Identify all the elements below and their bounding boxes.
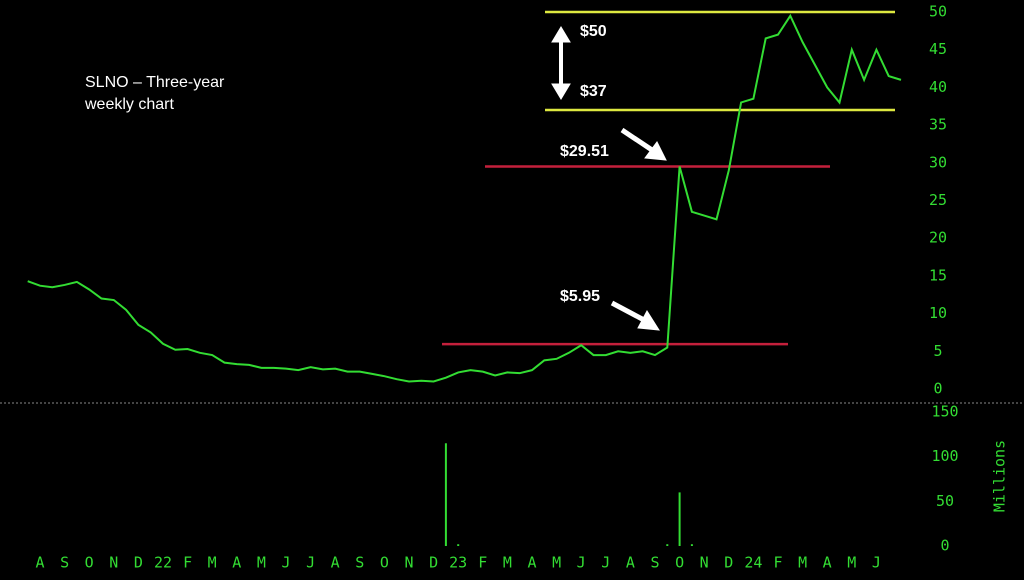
x-tick-label: N — [109, 554, 118, 572]
x-tick-label: A — [527, 554, 536, 572]
x-tick-label: A — [626, 554, 635, 572]
x-tick-label: S — [650, 554, 659, 572]
x-tick-label: M — [503, 554, 512, 572]
y-tick-label: 30 — [929, 153, 947, 171]
level-label: $5.95 — [560, 288, 600, 305]
x-tick-label: J — [306, 554, 315, 572]
y2-tick-label: 50 — [936, 492, 954, 510]
x-tick-label: J — [577, 554, 586, 572]
x-tick-label: O — [380, 554, 389, 572]
y2-axis-label: Millions — [991, 440, 1009, 512]
arrow-head — [644, 141, 667, 161]
x-tick-label: J — [601, 554, 610, 572]
x-tick-label: O — [85, 554, 94, 572]
x-tick-label: 22 — [154, 554, 172, 572]
pointer-arrow — [610, 300, 646, 323]
x-tick-label: F — [478, 554, 487, 572]
x-tick-label: 24 — [744, 554, 762, 572]
x-tick-label: M — [552, 554, 561, 572]
x-tick-label: J — [872, 554, 881, 572]
y-tick-label: 35 — [929, 116, 947, 134]
chart-title: SLNO – Three-year weekly chart — [85, 74, 225, 113]
volume-bar — [678, 492, 681, 546]
x-tick-label: O — [675, 554, 684, 572]
volume-bar — [444, 443, 447, 546]
x-tick-label: 23 — [449, 554, 467, 572]
x-tick-label: D — [724, 554, 733, 572]
volume-bar — [690, 544, 693, 546]
x-tick-label: A — [331, 554, 340, 572]
y2-tick-label: 100 — [931, 447, 958, 465]
x-tick-label: F — [183, 554, 192, 572]
arrow-head — [551, 83, 571, 100]
arrows — [551, 26, 667, 331]
x-tick-label: D — [134, 554, 143, 572]
x-tick-label: J — [281, 554, 290, 572]
y-tick-label: 15 — [929, 266, 947, 284]
x-tick-label: N — [404, 554, 413, 572]
level-label: $50 — [580, 23, 607, 40]
volume-bar — [666, 544, 669, 546]
y-tick-label: 5 — [933, 342, 942, 360]
x-tick-label: D — [429, 554, 438, 572]
volume-bar — [457, 544, 460, 546]
y-tick-label: 50 — [929, 3, 947, 21]
level-label: $37 — [580, 83, 607, 100]
y-tick-label: 0 — [933, 380, 942, 398]
y2-tick-label: 0 — [940, 537, 949, 555]
pointer-arrow — [620, 127, 654, 153]
y-tick-label: 10 — [929, 304, 947, 322]
x-tick-label: S — [355, 554, 364, 572]
y-tick-label: 20 — [929, 229, 947, 247]
x-tick-label: A — [823, 554, 832, 572]
y-tick-label: 25 — [929, 191, 947, 209]
y-tick-label: 45 — [929, 40, 947, 58]
price-line — [27, 13, 902, 383]
x-tick-label: M — [257, 554, 266, 572]
x-tick-label: N — [700, 554, 709, 572]
arrow-head — [551, 26, 571, 43]
x-tick-label: M — [798, 554, 807, 572]
x-tick-label: M — [208, 554, 217, 572]
x-tick-label: A — [232, 554, 241, 572]
x-tick-label: M — [847, 554, 856, 572]
x-tick-label: F — [773, 554, 782, 572]
arrow-head — [637, 310, 660, 331]
y-tick-label: 40 — [929, 78, 947, 96]
x-tick-label: S — [60, 554, 69, 572]
level-label: $29.51 — [560, 143, 609, 160]
x-tick-label: A — [35, 554, 44, 572]
y2-tick-label: 150 — [931, 403, 958, 421]
